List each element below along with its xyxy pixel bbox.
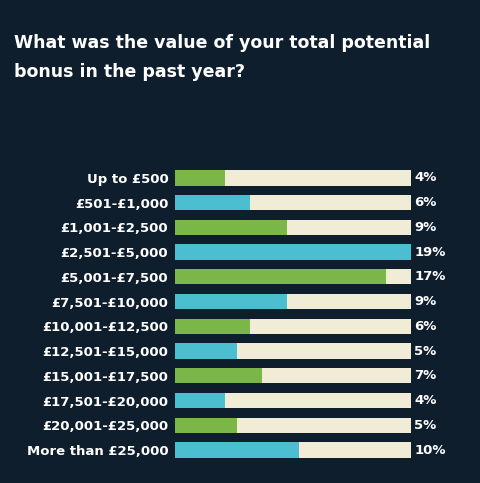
Bar (175, 393, 225, 408)
Text: 6%: 6% (414, 196, 437, 209)
Bar (175, 294, 410, 309)
Bar (175, 418, 410, 433)
Text: 4%: 4% (414, 394, 437, 407)
Text: bonus in the past year?: bonus in the past year? (14, 63, 245, 81)
Bar (175, 195, 410, 210)
Bar (175, 269, 410, 284)
Text: 9%: 9% (414, 221, 437, 234)
Text: 17%: 17% (414, 270, 446, 284)
Text: 19%: 19% (414, 245, 446, 258)
Bar (175, 170, 225, 185)
Bar (175, 244, 410, 260)
Bar (175, 393, 410, 408)
Bar (175, 368, 262, 384)
Bar (175, 343, 410, 359)
Bar (175, 442, 299, 458)
Bar (175, 220, 410, 235)
Bar (175, 343, 237, 359)
Bar (175, 442, 410, 458)
Text: 5%: 5% (414, 344, 437, 357)
Bar (175, 244, 410, 260)
Bar (175, 269, 386, 284)
Bar (175, 368, 410, 384)
Text: 5%: 5% (414, 419, 437, 432)
Text: What was the value of your total potential: What was the value of your total potenti… (14, 34, 431, 52)
Bar (175, 418, 237, 433)
Bar (175, 195, 250, 210)
Text: 4%: 4% (414, 171, 437, 185)
Bar (175, 220, 287, 235)
Bar (175, 319, 250, 334)
Text: 6%: 6% (414, 320, 437, 333)
Text: 10%: 10% (414, 443, 446, 456)
Bar (175, 294, 287, 309)
Text: 7%: 7% (414, 369, 437, 383)
Bar (175, 319, 410, 334)
Text: 9%: 9% (414, 295, 437, 308)
Bar (175, 170, 410, 185)
